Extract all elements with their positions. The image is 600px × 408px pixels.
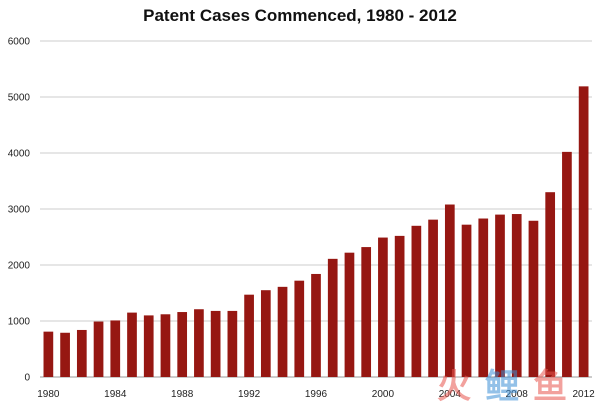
watermark-char: 鱼	[533, 367, 567, 407]
x-tick-label: 1984	[104, 389, 127, 400]
x-tick-label: 1996	[305, 389, 328, 400]
y-tick-label: 6000	[8, 37, 31, 48]
bar-1985	[127, 312, 137, 377]
watermark: 火鲤鱼	[437, 367, 567, 407]
y-tick-label: 1000	[8, 317, 31, 328]
bar-1990	[210, 310, 221, 377]
bar-1991	[227, 310, 238, 377]
bar-2000	[378, 237, 388, 377]
y-axis-ticks: 0 1000 2000 3000 4000 5000 6000	[8, 37, 31, 384]
bar-1986	[143, 315, 154, 377]
bar-2003	[428, 219, 438, 377]
y-tick-label: 3000	[8, 205, 31, 216]
bar-1996	[311, 273, 321, 377]
x-tick-label: 1992	[238, 389, 261, 400]
bar-2006	[478, 218, 489, 377]
x-axis-ticks: 1980 1984 1988 1992 1996 2000 2004 2008 2012	[37, 389, 595, 400]
y-tick-label: 2000	[8, 261, 31, 272]
bar-1994	[277, 286, 288, 377]
bar-1992	[244, 294, 254, 377]
x-tick-label: 2008	[506, 389, 529, 400]
bar-2001	[394, 235, 405, 377]
bar-2002	[411, 225, 422, 377]
bar-2007	[495, 214, 505, 377]
bar-2004	[444, 204, 455, 377]
x-tick-label: 1988	[171, 389, 194, 400]
bar-1999	[361, 247, 372, 377]
bar-1998	[344, 252, 355, 377]
bar-2011	[562, 151, 572, 377]
bar-1993	[260, 290, 271, 377]
x-tick-label: 2012	[573, 389, 596, 400]
bar-1981	[60, 332, 70, 377]
bars	[43, 86, 589, 378]
bar-1984	[110, 320, 121, 377]
x-tick-label: 2004	[439, 389, 462, 400]
bar-1989	[194, 309, 204, 377]
bar-2008	[511, 214, 522, 377]
bar-1987	[160, 314, 171, 377]
bar-2012	[578, 86, 589, 378]
bar-1997	[327, 258, 338, 377]
watermark-char: 火	[437, 367, 471, 407]
bar-2005	[461, 224, 472, 377]
x-tick-label: 1980	[37, 389, 60, 400]
bar-1983	[93, 321, 104, 377]
y-tick-label: 0	[24, 373, 30, 384]
bar-1982	[76, 329, 87, 377]
chart-title: Patent Cases Commenced, 1980 - 2012	[143, 6, 457, 25]
y-tick-label: 5000	[8, 93, 31, 104]
y-tick-label: 4000	[8, 149, 31, 160]
bar-1988	[177, 312, 188, 377]
bar-1995	[294, 280, 305, 377]
bar-2010	[545, 192, 556, 377]
bar-1980	[43, 331, 54, 377]
bar-2009	[528, 220, 539, 377]
watermark-char: 鲤	[485, 367, 519, 407]
x-tick-label: 2000	[372, 389, 395, 400]
